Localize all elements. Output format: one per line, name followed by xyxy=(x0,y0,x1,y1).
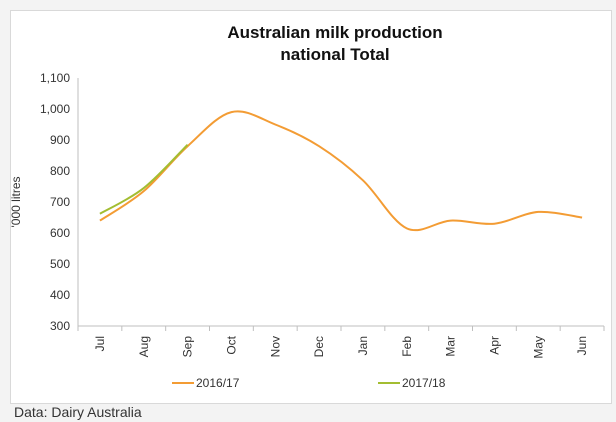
x-tick-label: Mar xyxy=(444,336,458,357)
x-tick-label: May xyxy=(531,336,545,359)
x-tick-label: Apr xyxy=(487,336,501,355)
y-tick-label: 600 xyxy=(50,226,70,240)
x-tick-label: Oct xyxy=(224,335,238,354)
x-tick-label: Jun xyxy=(575,336,589,355)
x-tick-label: Aug xyxy=(137,336,151,357)
legend-label-2: 2017/18 xyxy=(402,376,446,390)
x-tick-label: Nov xyxy=(268,336,282,357)
x-tick-label: Jul xyxy=(93,336,107,351)
y-tick-group: 300 400 500 600 700 800 900 1,000 1,100 xyxy=(40,71,70,333)
x-tick-label: Feb xyxy=(400,336,414,357)
y-axis-label: '000 litres xyxy=(9,177,23,228)
y-tick-label: 1,000 xyxy=(40,102,70,116)
y-tick-label: 400 xyxy=(50,288,70,302)
y-tick-label: 300 xyxy=(50,319,70,333)
legend-label-1: 2016/17 xyxy=(196,376,240,390)
legend: 2016/17 2017/18 xyxy=(172,376,446,390)
x-tick-label: Dec xyxy=(312,336,326,357)
series-lines xyxy=(99,110,583,232)
y-tick-label: 1,100 xyxy=(40,71,70,85)
chart-title-line-1: Australian milk production xyxy=(227,23,442,42)
x-tick-group: Jul Aug Sep Oct Nov Dec Jan Feb Mar Apr May Jun xyxy=(77,326,605,359)
series-line-2 xyxy=(99,143,189,215)
y-tick-label: 900 xyxy=(50,133,70,147)
chart-title-line-2: national Total xyxy=(280,45,389,64)
chart-frame xyxy=(10,10,612,404)
series-line-1 xyxy=(99,110,583,232)
source-note: Data: Dairy Australia xyxy=(14,404,142,420)
y-tick-label: 700 xyxy=(50,195,70,209)
y-tick-label: 500 xyxy=(50,257,70,271)
y-tick-label: 800 xyxy=(50,164,70,178)
x-tick-label: Jan xyxy=(356,336,370,355)
x-tick-label: Sep xyxy=(181,336,195,358)
